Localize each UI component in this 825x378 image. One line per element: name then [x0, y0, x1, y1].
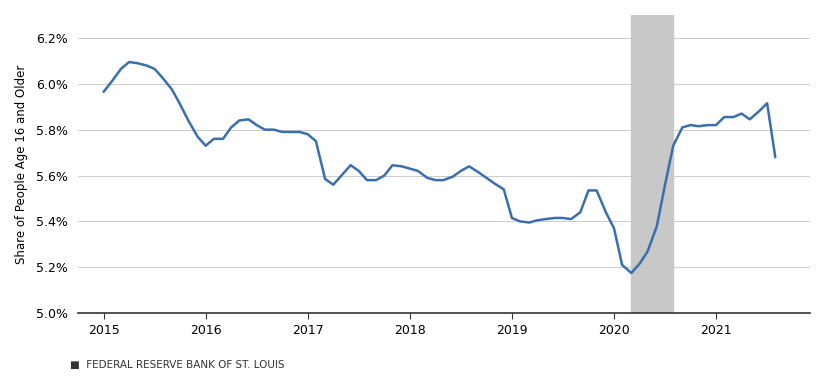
Bar [631, 15, 673, 313]
Y-axis label: Share of People Age 16 and Older: Share of People Age 16 and Older [15, 64, 28, 264]
Text: ■  FEDERAL RESERVE BANK OF ST. LOUIS: ■ FEDERAL RESERVE BANK OF ST. LOUIS [70, 360, 285, 370]
